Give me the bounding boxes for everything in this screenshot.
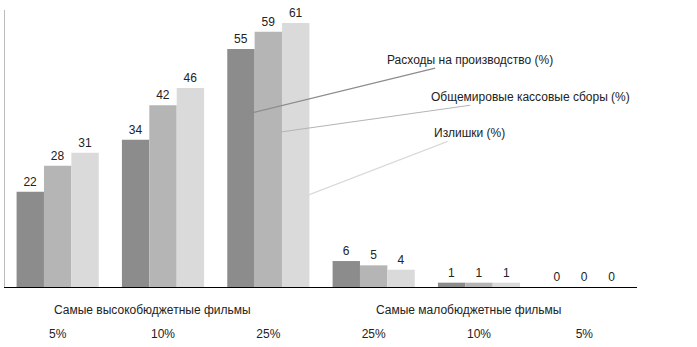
svg-text:10%: 10% <box>467 327 491 341</box>
svg-text:Самые высокобюджетные фильмы: Самые высокобюджетные фильмы <box>54 303 251 317</box>
svg-text:42: 42 <box>156 88 170 102</box>
svg-text:5%: 5% <box>49 327 67 341</box>
svg-text:Расходы на производство (%): Расходы на производство (%) <box>387 53 553 67</box>
svg-text:55: 55 <box>234 32 248 46</box>
svg-text:28: 28 <box>51 149 65 163</box>
svg-text:1: 1 <box>448 266 455 280</box>
svg-text:25%: 25% <box>362 327 386 341</box>
svg-text:5%: 5% <box>576 327 594 341</box>
svg-text:0: 0 <box>553 270 560 284</box>
svg-text:1: 1 <box>476 266 483 280</box>
svg-text:61: 61 <box>289 6 303 20</box>
svg-text:59: 59 <box>261 15 275 29</box>
svg-text:5: 5 <box>370 248 377 262</box>
svg-text:0: 0 <box>581 270 588 284</box>
svg-text:Излишки (%): Излишки (%) <box>434 126 505 140</box>
svg-text:0: 0 <box>608 270 615 284</box>
svg-text:1: 1 <box>503 266 510 280</box>
svg-text:Общемировые кассовые сборы (%): Общемировые кассовые сборы (%) <box>431 90 630 104</box>
svg-text:34: 34 <box>129 123 143 137</box>
svg-text:22: 22 <box>23 175 37 189</box>
svg-text:Самые малобюджетные фильмы: Самые малобюджетные фильмы <box>376 303 561 317</box>
svg-text:6: 6 <box>343 244 350 258</box>
svg-text:4: 4 <box>398 253 405 267</box>
svg-text:25%: 25% <box>256 327 280 341</box>
svg-text:46: 46 <box>184 71 198 85</box>
svg-text:31: 31 <box>78 136 92 150</box>
svg-text:10%: 10% <box>151 327 175 341</box>
